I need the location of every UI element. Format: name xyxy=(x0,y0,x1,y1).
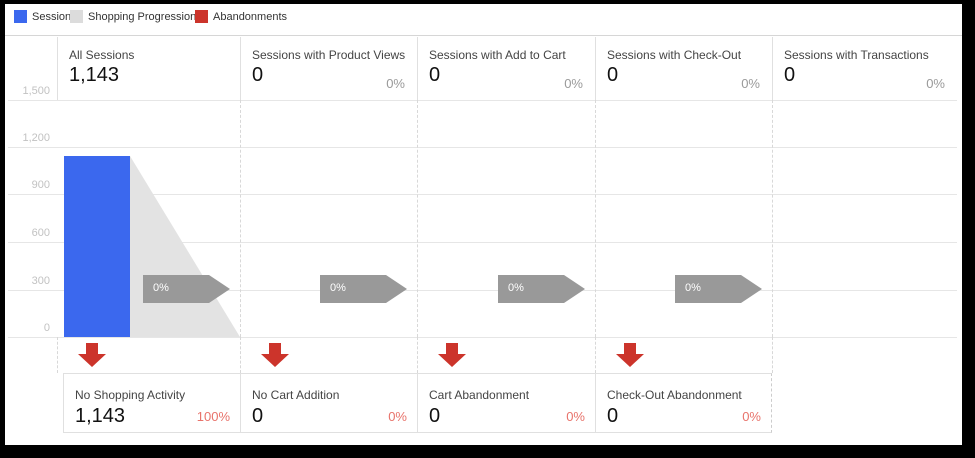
progression-arrow: 0% xyxy=(675,275,762,303)
gridline-1500 xyxy=(8,100,957,101)
column-divider xyxy=(57,337,58,373)
column-divider xyxy=(772,337,773,373)
stage-cell-check-out: Sessions with Check-Out 0 0% xyxy=(595,37,772,100)
stage-cell-add-to-cart: Sessions with Add to Cart 0 0% xyxy=(417,37,595,100)
column-divider xyxy=(417,337,418,373)
y-axis-tick: 900 xyxy=(31,179,50,191)
gridline-900 xyxy=(8,194,957,195)
abandonment-panel-check-out-abandonment: Check-Out Abandonment 0 0% xyxy=(595,373,772,433)
abandonment-arrow-icon[interactable] xyxy=(438,343,466,367)
stage-value: 0 xyxy=(252,64,264,86)
stage-rate: 0% xyxy=(741,76,760,91)
panel-title: No Shopping Activity xyxy=(75,388,186,402)
progression-triangle xyxy=(130,156,240,337)
widget-body: Sessions Shopping Progression Abandonmen… xyxy=(5,4,962,445)
progression-arrow: 0% xyxy=(143,275,230,303)
abandonment-arrow-icon[interactable] xyxy=(261,343,289,367)
column-divider xyxy=(595,337,596,373)
arrow-tip-icon xyxy=(209,275,230,303)
panel-title: Cart Abandonment xyxy=(429,388,530,402)
gridline-600 xyxy=(8,242,957,243)
panel-value: 0 xyxy=(607,405,619,427)
abandonments-legend-swatch-icon xyxy=(195,10,208,23)
sessions-legend-swatch-icon xyxy=(14,10,27,23)
legend-label-sessions: Sessions xyxy=(32,11,77,23)
panel-value: 0 xyxy=(429,405,441,427)
y-axis-tick: 0 xyxy=(43,322,50,334)
panel-title: No Cart Addition xyxy=(252,388,340,402)
stage-title: Sessions with Add to Cart xyxy=(429,48,566,62)
gridline-300 xyxy=(8,290,957,291)
shopping-progression-legend-swatch-icon xyxy=(70,10,83,23)
stage-rate: 0% xyxy=(564,76,583,91)
panel-rate: 0% xyxy=(388,409,407,424)
panel-rate: 0% xyxy=(742,409,761,424)
stage-value: 1,143 xyxy=(69,64,120,86)
abandonment-panel-no-shopping-activity: No Shopping Activity 1,143 100% xyxy=(63,373,240,433)
stage-rate: 0% xyxy=(386,76,405,91)
y-axis-tick: 1,500 xyxy=(22,85,50,97)
progression-rate: 0% xyxy=(330,282,346,294)
stage-cell-transactions: Sessions with Transactions 0 0% xyxy=(772,37,957,100)
panel-value: 1,143 xyxy=(75,405,126,427)
column-divider xyxy=(417,100,418,337)
panel-rate: 0% xyxy=(566,409,585,424)
stage-value: 0 xyxy=(784,64,796,86)
progression-arrow: 0% xyxy=(320,275,407,303)
stage-value: 0 xyxy=(607,64,619,86)
arrow-tip-icon xyxy=(386,275,407,303)
y-axis-tick: 300 xyxy=(31,275,50,287)
legend-label-shopping-progression: Shopping Progression xyxy=(88,11,197,23)
panel-value: 0 xyxy=(252,405,264,427)
legend-label-abandonments: Abandonments xyxy=(213,11,287,23)
abandonment-panel-no-cart-addition: No Cart Addition 0 0% xyxy=(240,373,417,433)
progression-rate: 0% xyxy=(508,282,524,294)
arrow-tip-icon xyxy=(564,275,585,303)
legend-divider xyxy=(5,35,962,36)
column-divider xyxy=(772,100,773,337)
stage-value: 0 xyxy=(429,64,441,86)
arrow-tip-icon xyxy=(741,275,762,303)
progression-arrow: 0% xyxy=(498,275,585,303)
stage-cell-product-views: Sessions with Product Views 0 0% xyxy=(240,37,417,100)
stage-title: All Sessions xyxy=(69,48,135,62)
stage-title: Sessions with Transactions xyxy=(784,48,929,62)
column-divider xyxy=(240,337,241,373)
sessions-bar xyxy=(64,156,130,337)
stage-title: Sessions with Product Views xyxy=(252,48,406,62)
y-axis-tick: 1,200 xyxy=(22,132,50,144)
column-divider xyxy=(240,100,241,337)
stage-rate: 0% xyxy=(926,76,945,91)
progression-rate: 0% xyxy=(153,282,169,294)
y-axis-tick: 600 xyxy=(31,227,50,239)
gridline-0 xyxy=(8,337,957,338)
gridline-1200 xyxy=(8,147,957,148)
panel-rate: 100% xyxy=(196,409,230,424)
abandonment-arrow-icon[interactable] xyxy=(616,343,644,367)
abandonment-arrow-icon[interactable] xyxy=(78,343,106,367)
column-divider xyxy=(595,100,596,337)
stage-cell-all-sessions: All Sessions 1,143 xyxy=(57,37,240,100)
stage-title: Sessions with Check-Out xyxy=(607,48,742,62)
abandonment-panel-cart-abandonment: Cart Abandonment 0 0% xyxy=(417,373,595,433)
progression-rate: 0% xyxy=(685,282,701,294)
panel-title: Check-Out Abandonment xyxy=(607,388,742,402)
